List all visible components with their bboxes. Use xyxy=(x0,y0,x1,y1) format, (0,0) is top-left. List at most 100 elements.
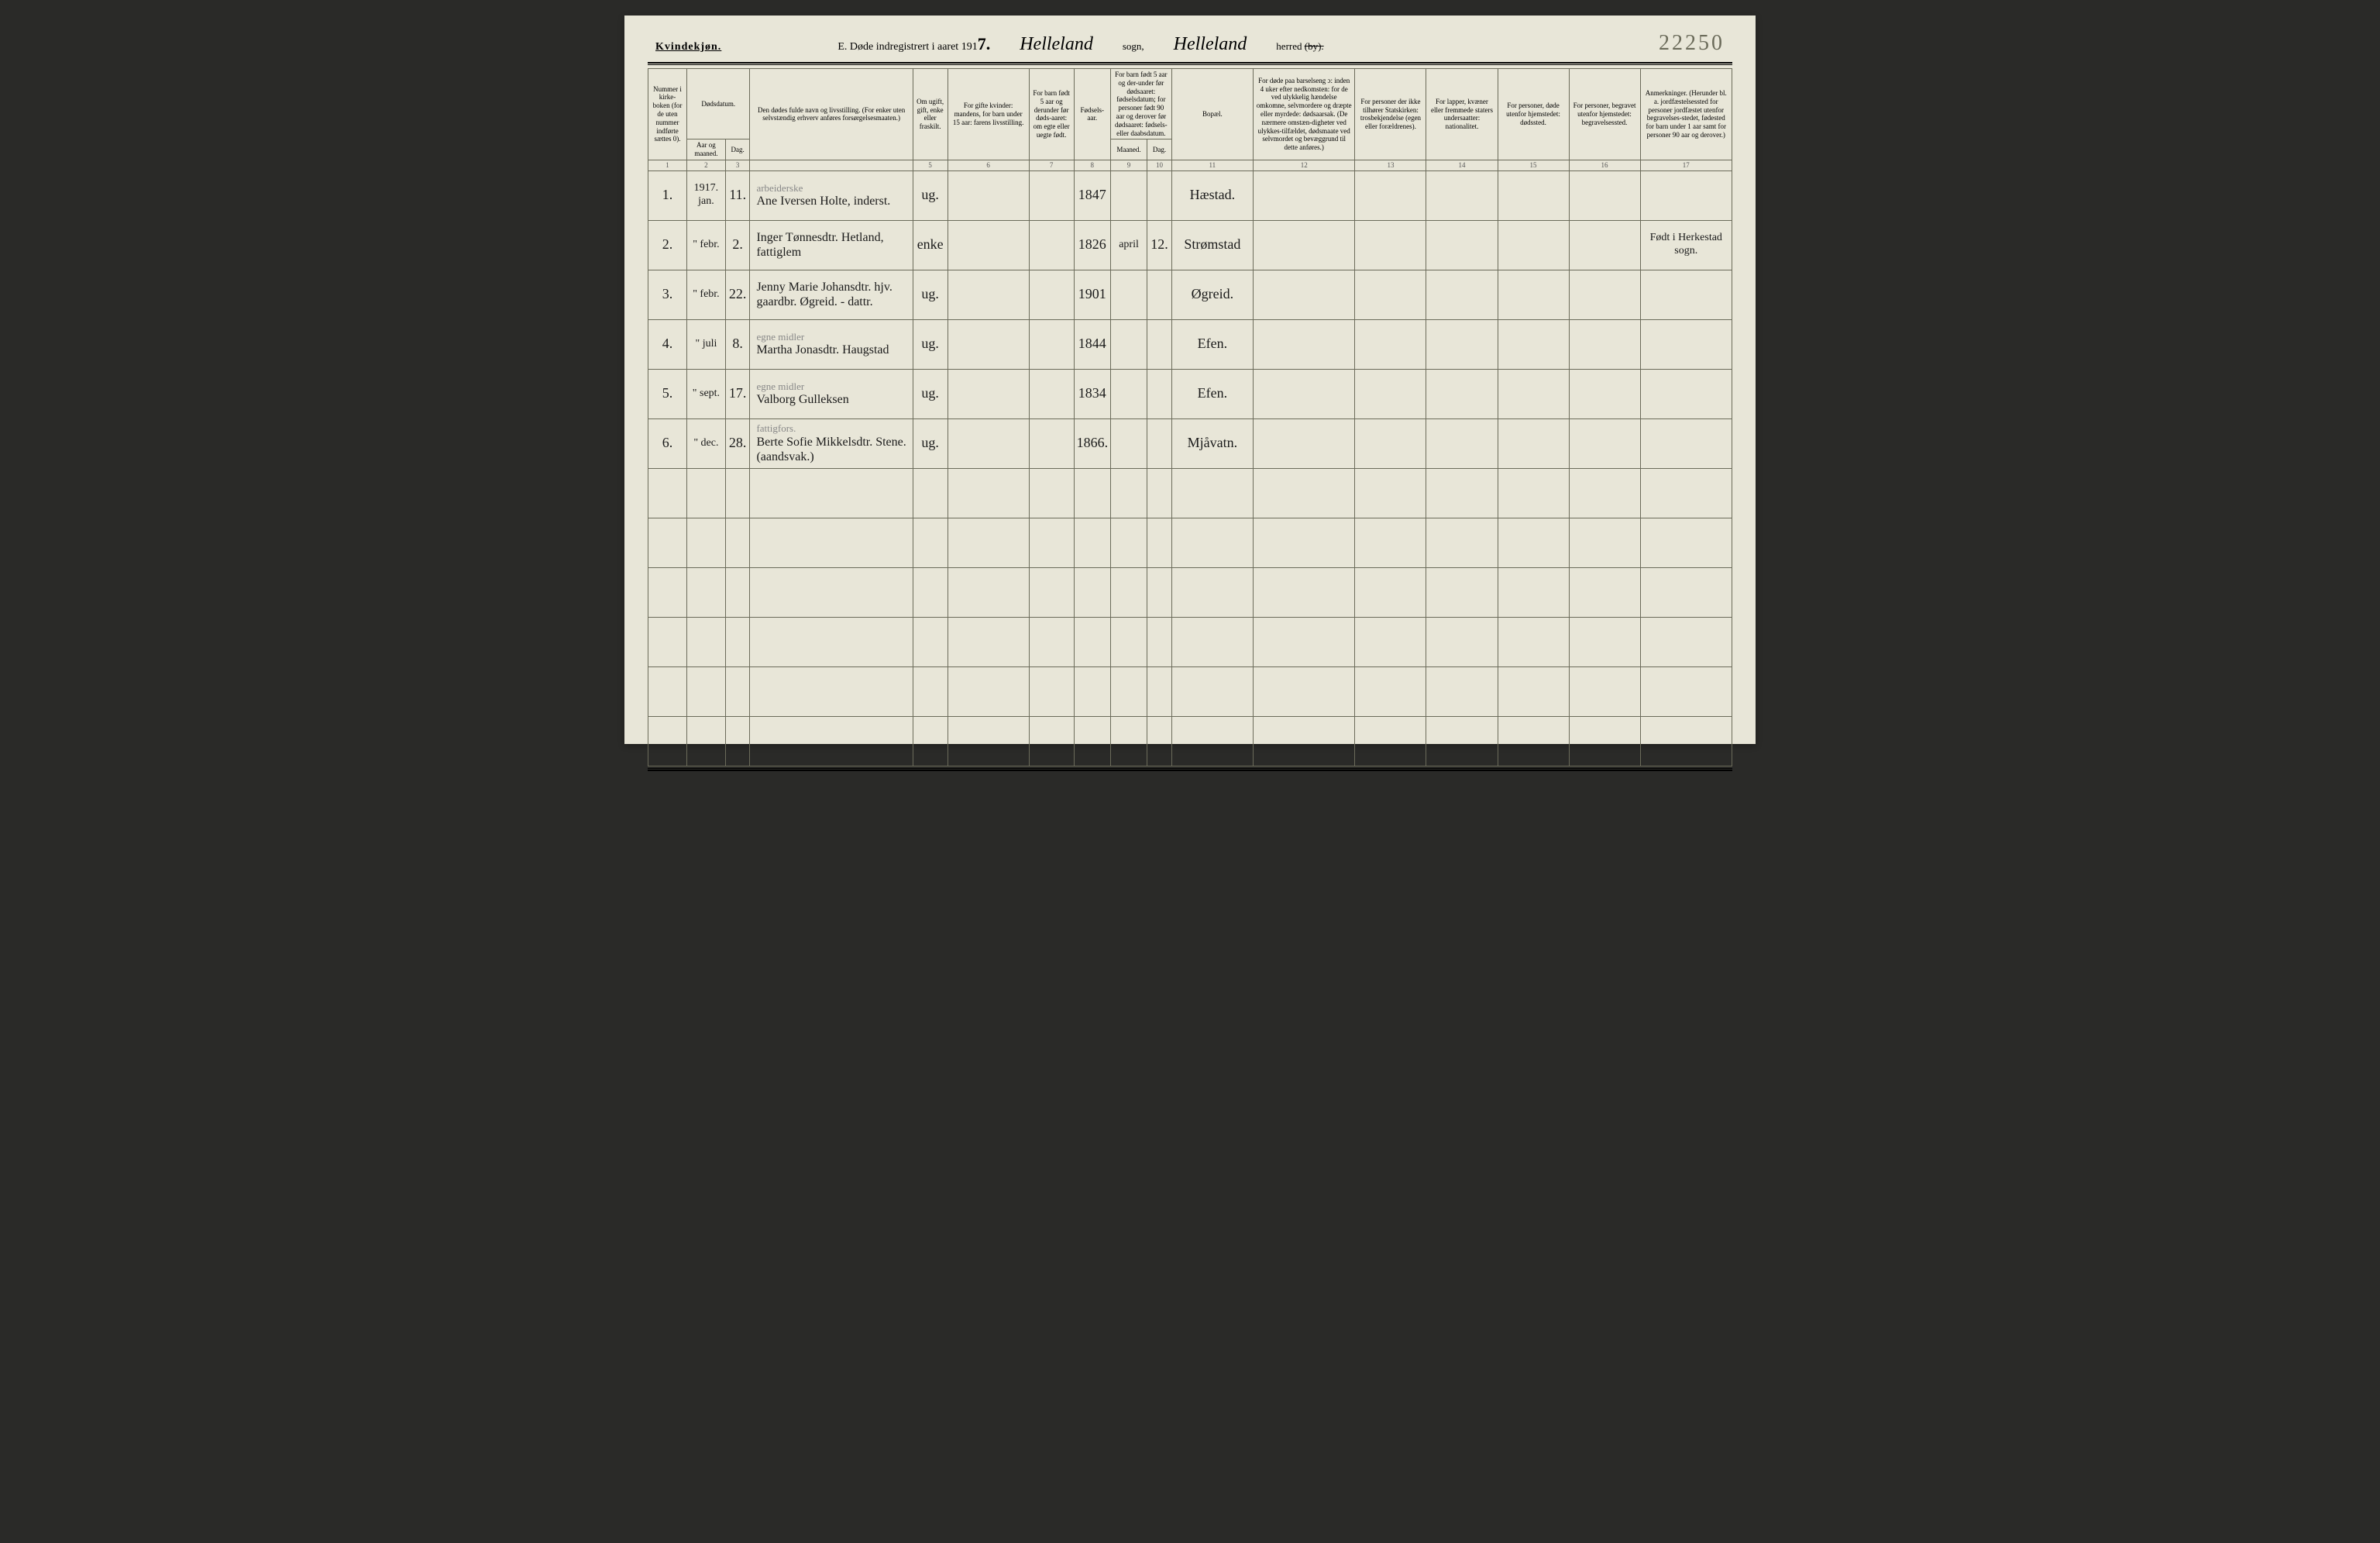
cell xyxy=(1640,617,1732,666)
cell xyxy=(750,468,913,518)
cell xyxy=(1569,666,1640,716)
cell xyxy=(725,716,750,766)
cell: ug. xyxy=(913,418,948,468)
cell xyxy=(948,220,1029,270)
column-number: 14 xyxy=(1426,160,1498,170)
cell xyxy=(1171,468,1253,518)
cell xyxy=(686,468,725,518)
cell: 2. xyxy=(725,220,750,270)
cell: 1917. jan. xyxy=(686,170,725,220)
cell xyxy=(1147,716,1172,766)
cell: 1901 xyxy=(1074,270,1110,319)
cell xyxy=(913,666,948,716)
cell: Strømstad xyxy=(1171,220,1253,270)
cell xyxy=(1569,617,1640,666)
herred-value: Helleland xyxy=(1168,34,1254,55)
cell xyxy=(1147,468,1172,518)
cell: april xyxy=(1110,220,1147,270)
cell xyxy=(1498,666,1569,716)
table-row: 2." febr.2.Inger Tønnesdtr. Hetland, fat… xyxy=(648,220,1732,270)
cell: " dec. xyxy=(686,418,725,468)
cell xyxy=(1074,617,1110,666)
column-number: 12 xyxy=(1253,160,1354,170)
col-header: For lapper, kvæner eller fremmede stater… xyxy=(1426,69,1498,160)
cell: " sept. xyxy=(686,369,725,418)
cell xyxy=(1355,220,1426,270)
cell xyxy=(948,666,1029,716)
column-number-row: 123567891011121314151617 xyxy=(648,160,1732,170)
col-subheader: Dag. xyxy=(1147,139,1172,160)
cell xyxy=(1029,369,1074,418)
cell xyxy=(1074,567,1110,617)
cell xyxy=(1110,716,1147,766)
cell xyxy=(1110,666,1147,716)
cell xyxy=(948,369,1029,418)
cell: Inger Tønnesdtr. Hetland, fattiglem xyxy=(750,220,913,270)
pencil-note: fattigfors. xyxy=(756,422,910,435)
cell xyxy=(948,518,1029,567)
cell xyxy=(1253,468,1354,518)
col-header: Fødsels-aar. xyxy=(1074,69,1110,160)
col-header: Dødsdatum. xyxy=(686,69,750,139)
cell xyxy=(1498,170,1569,220)
cell xyxy=(1110,270,1147,319)
table-row: 5." sept.17.egne midlerValborg Gulleksen… xyxy=(648,369,1732,418)
cell xyxy=(1253,418,1354,468)
cell xyxy=(1110,369,1147,418)
cell xyxy=(1029,468,1074,518)
cell xyxy=(948,170,1029,220)
column-number: 16 xyxy=(1569,160,1640,170)
cell xyxy=(1640,270,1732,319)
cell: Jenny Marie Johansdtr. hjv. gaardbr. Øgr… xyxy=(750,270,913,319)
cell xyxy=(1355,369,1426,418)
cell xyxy=(1426,716,1498,766)
cell xyxy=(1426,518,1498,567)
col-header: Nummer i kirke-boken (for de uten nummer… xyxy=(648,69,687,160)
col-subheader: Maaned. xyxy=(1110,139,1147,160)
year-suffix: 7. xyxy=(978,34,991,53)
col-subheader: Aar og maaned. xyxy=(686,139,725,160)
cell: Mjåvatn. xyxy=(1171,418,1253,468)
cell xyxy=(1640,666,1732,716)
cell xyxy=(648,567,687,617)
cell: ug. xyxy=(913,319,948,369)
cell xyxy=(913,567,948,617)
person-name: Valborg Gulleksen xyxy=(756,393,848,406)
cell xyxy=(686,617,725,666)
cell xyxy=(1147,418,1172,468)
cell xyxy=(1569,518,1640,567)
column-number: 15 xyxy=(1498,160,1569,170)
cell xyxy=(1498,468,1569,518)
cell xyxy=(1110,468,1147,518)
cell: 1844 xyxy=(1074,319,1110,369)
cell: ug. xyxy=(913,270,948,319)
cell xyxy=(1569,220,1640,270)
column-number: 13 xyxy=(1355,160,1426,170)
cell xyxy=(1426,369,1498,418)
cell xyxy=(1147,170,1172,220)
table-body: 1.1917. jan.11.arbeiderskeAne Iversen Ho… xyxy=(648,170,1732,766)
cell xyxy=(1029,170,1074,220)
cell xyxy=(1029,617,1074,666)
cell: " febr. xyxy=(686,270,725,319)
col-header: For personer der ikke tilhører Statskirk… xyxy=(1355,69,1426,160)
column-number: 5 xyxy=(913,160,948,170)
person-name: Martha Jonasdtr. Haugstad xyxy=(756,343,889,356)
cell xyxy=(1147,567,1172,617)
cell: ug. xyxy=(913,170,948,220)
cell xyxy=(1640,170,1732,220)
cell xyxy=(1253,270,1354,319)
cell xyxy=(1355,518,1426,567)
cell xyxy=(1029,418,1074,468)
cell xyxy=(1029,319,1074,369)
cell xyxy=(1426,220,1498,270)
cell xyxy=(686,567,725,617)
cell xyxy=(1147,617,1172,666)
cell: 1826 xyxy=(1074,220,1110,270)
sogn-label: sogn, xyxy=(1123,40,1144,53)
header: Kvindekjøn. E. Døde indregistrert i aare… xyxy=(648,31,1732,56)
cell xyxy=(1171,567,1253,617)
column-number: 8 xyxy=(1074,160,1110,170)
person-name: Jenny Marie Johansdtr. hjv. gaardbr. Øgr… xyxy=(756,281,892,308)
cell xyxy=(1426,567,1498,617)
